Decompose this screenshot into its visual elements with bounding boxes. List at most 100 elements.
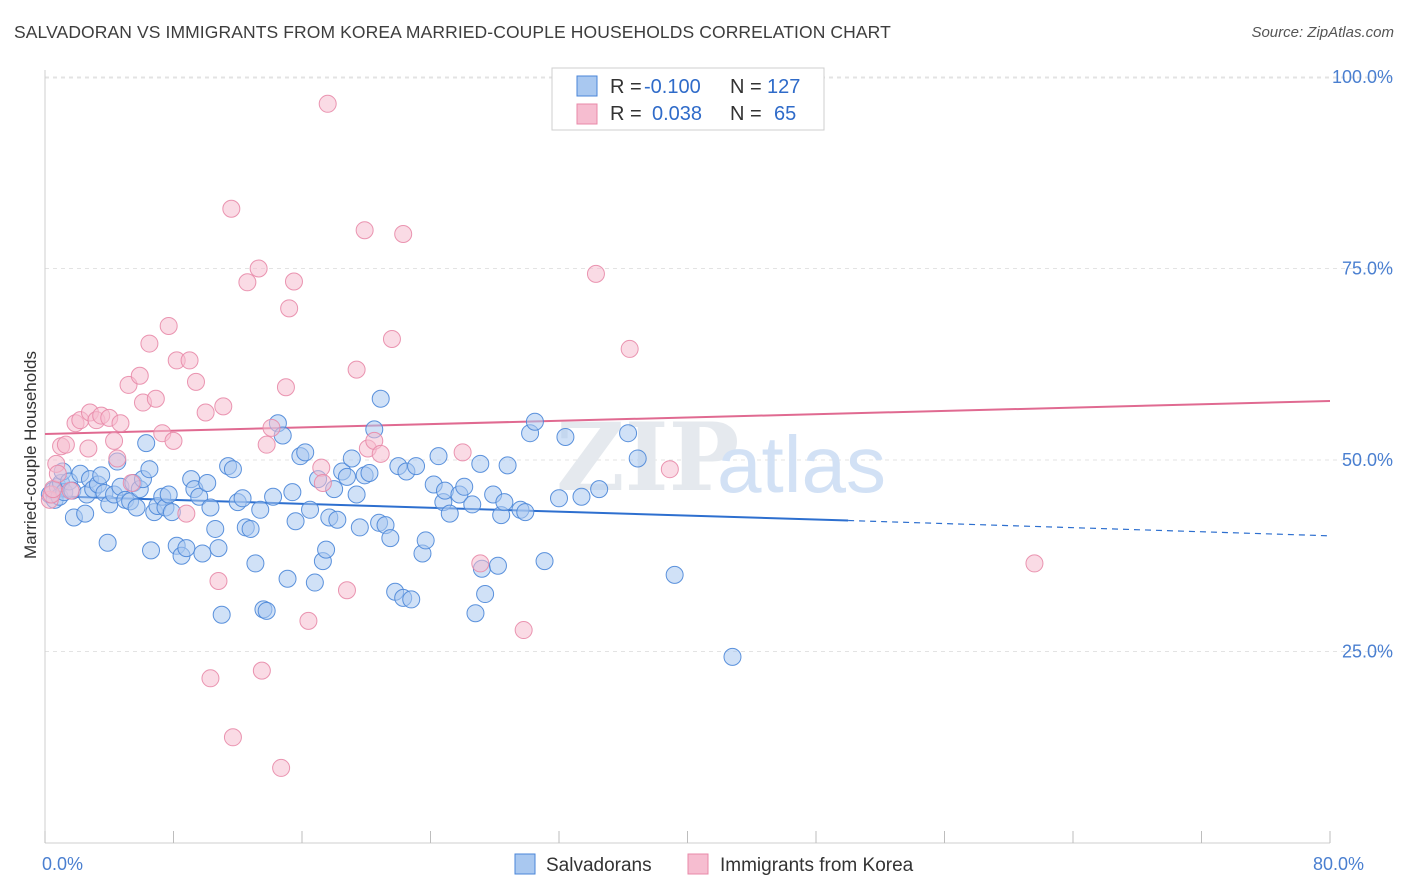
korea-point-47 — [312, 458, 331, 477]
salvadoran-point-37 — [159, 485, 178, 504]
korea-point-34 — [214, 397, 233, 416]
salvadoran-point-17 — [92, 466, 111, 485]
korea-point-40 — [257, 435, 276, 454]
korea-point-15 — [105, 431, 124, 450]
salvadoran-point-69 — [301, 500, 320, 519]
korea-point-23 — [146, 389, 165, 408]
salvadoran-point-88 — [381, 529, 400, 548]
tick-labels: 25.0% 50.0% 75.0% 100.0% 0.0% 80.0% — [42, 67, 1393, 874]
korea-point-26 — [164, 431, 183, 450]
bottom-legend-swatch-pink — [687, 853, 709, 875]
salvadoran-point-104 — [463, 495, 482, 514]
salvadoran-point-47 — [201, 498, 220, 517]
salvadoran-point-83 — [360, 464, 379, 483]
korea-point-50 — [337, 581, 356, 600]
korea-point-51 — [347, 360, 366, 379]
salvadoran-point-119 — [550, 489, 568, 508]
salvadoran-point-31 — [140, 460, 159, 479]
korea-point-43 — [276, 378, 295, 397]
salvadoran-point-110 — [488, 556, 507, 575]
salvadoran-point-126 — [723, 647, 742, 666]
legend-swatch-pink — [576, 103, 598, 125]
chart-title: SALVADORAN VS IMMIGRANTS FROM KOREA MARR… — [14, 22, 891, 42]
salvadoran-point-45 — [193, 544, 212, 563]
salvadoran-point-19 — [98, 533, 117, 552]
salvadoran-point-86 — [371, 389, 390, 408]
salvadoran-point-103 — [455, 477, 474, 496]
y-tick-label-100: 100.0% — [1332, 67, 1393, 87]
korea-point-2 — [44, 480, 63, 499]
salvadoran-point-121 — [572, 487, 591, 506]
salvadoran-point-70 — [305, 573, 324, 592]
salvadoran-point-46 — [198, 473, 217, 492]
salvadoran-point-56 — [241, 519, 260, 538]
korea-point-16 — [108, 449, 127, 468]
korea-point-59 — [471, 554, 490, 573]
salvadoran-point-30 — [137, 434, 156, 453]
korea-point-62 — [620, 339, 639, 358]
korea-point-45 — [284, 272, 303, 291]
salvadoran-point-115 — [516, 503, 535, 522]
series-legend: Salvadorans Immigrants from Korea — [514, 853, 914, 876]
salvadoran-point-94 — [407, 457, 426, 476]
salvadoran-point-64 — [278, 569, 297, 588]
korea-point-55 — [371, 444, 390, 463]
korea-point-58 — [453, 443, 472, 462]
legend-r-value-2: 0.038 — [652, 103, 702, 125]
legend-r-label-2: R = — [610, 103, 642, 125]
salvadoran-point-60 — [257, 601, 276, 620]
bottom-legend-swatch-blue — [514, 853, 536, 875]
salvadoran-point-61 — [264, 487, 283, 506]
salvadoran-point-12 — [76, 504, 95, 523]
korea-point-39 — [252, 661, 271, 680]
korea-point-4 — [48, 464, 67, 483]
salvadoran-point-120 — [556, 428, 575, 447]
korea-point-6 — [56, 435, 75, 454]
korea-point-56 — [382, 329, 401, 348]
salvadoran-point-113 — [498, 456, 517, 475]
salvadoran-point-123 — [619, 424, 638, 443]
korea-point-60 — [514, 621, 533, 640]
korea-point-28 — [177, 504, 196, 523]
salvadoran-point-58 — [251, 500, 270, 519]
salvadoran-point-48 — [206, 519, 225, 538]
korea-point-38 — [249, 259, 268, 278]
korea-point-32 — [201, 669, 220, 688]
x-tick-label-80: 80.0% — [1313, 854, 1364, 874]
salvadoran-point-68 — [296, 443, 315, 462]
salvadoran-point-57 — [246, 554, 265, 573]
korea-point-46 — [299, 611, 318, 630]
salvadoran-point-117 — [525, 412, 544, 431]
salvadoran-point-76 — [328, 510, 347, 529]
korea-point-52 — [355, 221, 374, 240]
legend-swatch-blue — [576, 75, 598, 97]
legend-n-label-1: N = — [730, 76, 762, 98]
korea-point-31 — [196, 403, 215, 422]
salvadoran-point-105 — [466, 604, 485, 623]
y-tick-label-75: 75.0% — [1342, 259, 1393, 279]
korea-point-63 — [660, 460, 679, 479]
salvadoran-trend-extension — [848, 519, 1331, 537]
korea-point-49 — [318, 94, 337, 113]
korea-point-17 — [111, 414, 130, 433]
korea-point-37 — [238, 273, 257, 292]
korea-trend-line — [44, 400, 1331, 435]
korea-point-64 — [1025, 554, 1044, 573]
korea-point-22 — [140, 334, 159, 353]
salvadoran-point-122 — [590, 480, 609, 499]
korea-point-35 — [222, 199, 241, 218]
salvadoran-point-118 — [535, 552, 554, 571]
salvadoran-point-44 — [190, 487, 209, 506]
watermark-atlas: atlas — [717, 420, 886, 509]
korea-point-42 — [272, 758, 291, 777]
y-axis-label: Married-couple Households — [21, 351, 40, 559]
legend-n-value-1: 127 — [767, 76, 800, 98]
legend-r-label-1: R = — [610, 76, 642, 98]
y-tick-label-25: 25.0% — [1342, 642, 1393, 662]
legend-n-label-2: N = — [730, 103, 762, 125]
salvadoran-point-32 — [142, 541, 161, 560]
salvadoran-point-49 — [209, 539, 228, 558]
korea-point-25 — [159, 316, 178, 335]
y-tick-label-50: 50.0% — [1342, 450, 1393, 470]
